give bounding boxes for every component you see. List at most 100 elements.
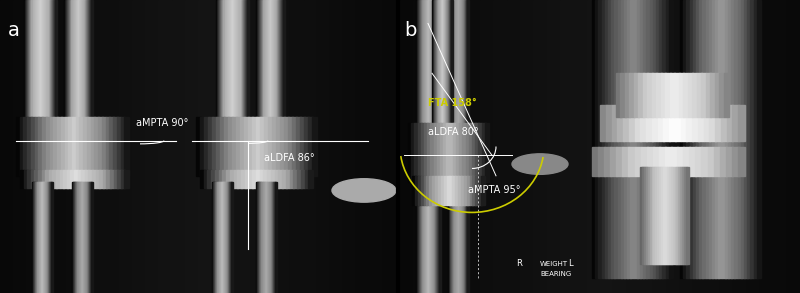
Bar	[31, 170, 35, 188]
Bar	[651, 167, 654, 264]
Bar	[260, 0, 262, 132]
Bar	[440, 0, 454, 293]
Bar	[446, 0, 447, 161]
Bar	[666, 0, 670, 278]
Bar	[121, 170, 125, 188]
Bar	[215, 170, 219, 188]
Bar	[444, 0, 446, 161]
Bar	[643, 0, 647, 278]
Text: aLDFA 86°: aLDFA 86°	[264, 153, 314, 163]
Bar	[55, 0, 57, 132]
Bar	[663, 105, 670, 141]
Bar	[20, 170, 25, 188]
Bar	[34, 182, 35, 293]
Bar	[53, 170, 57, 188]
Bar	[432, 0, 434, 293]
Bar	[659, 146, 666, 176]
Bar	[786, 0, 800, 293]
Bar	[83, 117, 88, 176]
Bar	[68, 0, 70, 132]
Bar	[51, 182, 53, 293]
Bar	[441, 176, 445, 205]
Bar	[80, 182, 82, 293]
Bar	[774, 0, 787, 293]
Bar	[235, 0, 237, 132]
Bar	[418, 176, 422, 205]
Bar	[457, 0, 458, 293]
Bar	[215, 182, 217, 293]
Bar	[426, 0, 428, 293]
Bar	[654, 0, 667, 293]
Bar	[618, 105, 624, 141]
Bar	[726, 146, 733, 176]
Bar	[200, 117, 205, 176]
Bar	[600, 0, 614, 293]
Bar	[34, 170, 39, 188]
Bar	[456, 123, 460, 182]
Bar	[435, 0, 437, 293]
Bar	[598, 0, 602, 278]
Bar	[699, 0, 703, 278]
Bar	[669, 0, 673, 278]
Bar	[38, 182, 39, 293]
Bar	[13, 0, 27, 293]
Bar	[230, 182, 231, 293]
Text: R: R	[516, 259, 522, 268]
Bar	[446, 176, 450, 205]
Bar	[35, 182, 37, 293]
Bar	[256, 170, 261, 188]
Bar	[693, 0, 697, 278]
Bar	[692, 105, 698, 141]
Bar	[436, 0, 438, 293]
Bar	[416, 0, 418, 293]
Bar	[275, 182, 277, 293]
Bar	[249, 170, 253, 188]
Bar	[54, 0, 56, 132]
Bar	[90, 0, 92, 132]
Bar	[264, 182, 266, 293]
Bar	[461, 0, 462, 293]
Bar	[726, 105, 734, 141]
Bar	[236, 0, 238, 132]
Bar	[312, 117, 317, 176]
Bar	[39, 182, 41, 293]
Bar	[712, 0, 716, 278]
Bar	[158, 0, 172, 293]
Bar	[725, 0, 729, 278]
Bar	[723, 73, 729, 117]
Bar	[222, 0, 223, 132]
Bar	[46, 182, 47, 293]
Bar	[282, 0, 284, 132]
Bar	[425, 0, 426, 293]
Bar	[91, 0, 93, 132]
Bar	[220, 182, 222, 293]
Bar	[124, 117, 129, 176]
Bar	[79, 117, 84, 176]
Bar	[230, 182, 232, 293]
Bar	[614, 0, 618, 278]
Bar	[217, 0, 219, 132]
Bar	[621, 73, 626, 117]
Bar	[34, 182, 35, 293]
Bar	[710, 73, 715, 117]
Bar	[33, 182, 34, 293]
Bar	[42, 0, 44, 132]
Bar	[451, 0, 453, 161]
Bar	[268, 182, 270, 293]
Bar	[466, 0, 468, 293]
Bar	[85, 170, 90, 188]
Bar	[452, 176, 456, 205]
Bar	[266, 0, 268, 132]
Bar	[24, 170, 28, 188]
Bar	[117, 117, 122, 176]
Bar	[280, 0, 282, 132]
Bar	[94, 117, 99, 176]
Bar	[272, 0, 274, 132]
Bar	[658, 105, 664, 141]
Bar	[36, 0, 38, 132]
Bar	[54, 117, 58, 176]
Bar	[27, 117, 32, 176]
Bar	[443, 0, 445, 161]
Bar	[286, 170, 290, 188]
Bar	[34, 182, 36, 293]
